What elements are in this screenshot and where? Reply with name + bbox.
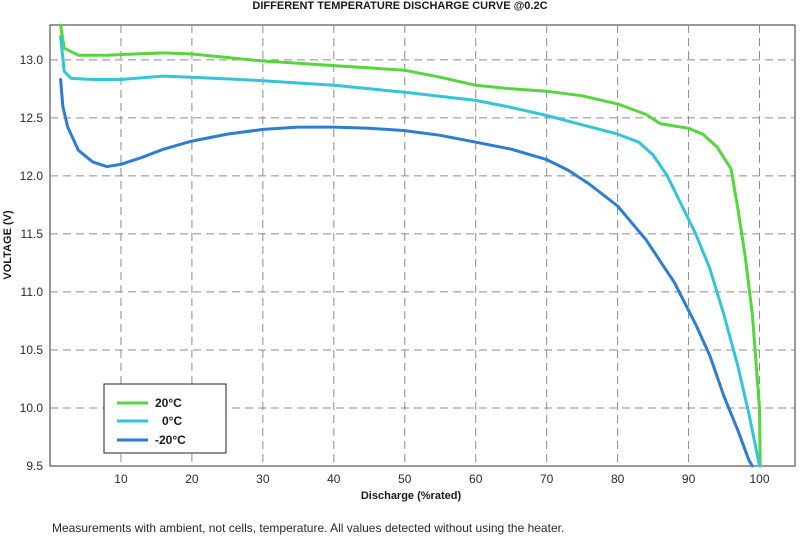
legend-label-minus20c: -20°C: [155, 433, 186, 447]
y-tick-label: 11.5: [21, 227, 44, 241]
x-tick-label: 20: [185, 472, 199, 486]
x-tick-label: 60: [469, 472, 483, 486]
x-tick-label: 70: [540, 472, 554, 486]
x-tick-label: 80: [611, 472, 625, 486]
y-axis-label: VOLTAGE (V): [2, 210, 14, 280]
series-line-20c: [59, 23, 762, 468]
chart-title: DIFFERENT TEMPERATURE DISCHARGE CURVE @0…: [252, 0, 547, 12]
y-tick-label: 10.0: [20, 401, 44, 415]
legend: 20°C 0°C -20°C: [103, 383, 227, 454]
footnote: Measurements with ambient, not cells, te…: [52, 521, 565, 535]
series-lines: [59, 23, 762, 468]
x-tick-label: 50: [398, 472, 412, 486]
series-line-0c: [59, 35, 761, 468]
y-tick-label: 10.5: [20, 343, 44, 357]
x-tick-label: 90: [682, 472, 696, 486]
axis-ticks: 10 20 30 40 50 60 70 80 90 100 9.5 10.0 10.5 11.0 11.5…: [20, 53, 770, 486]
y-tick-label: 12.5: [20, 111, 44, 125]
y-tick-label: 9.5: [26, 459, 43, 473]
legend-label-20c: 20°C: [155, 396, 182, 410]
series-line-minus20c: [59, 78, 754, 468]
plot-frame: [49, 24, 796, 467]
x-tick-label: 10: [114, 472, 128, 486]
x-tick-label: 30: [256, 472, 270, 486]
x-tick-label: 100: [750, 472, 770, 486]
y-tick-label: 13.0: [20, 53, 44, 67]
x-axis-label: Discharge (%rated): [361, 490, 462, 502]
y-tick-label: 12.0: [20, 169, 44, 183]
legend-label-0c: 0°C: [162, 414, 182, 428]
x-tick-label: 40: [327, 472, 341, 486]
y-tick-label: 11.0: [21, 285, 44, 299]
